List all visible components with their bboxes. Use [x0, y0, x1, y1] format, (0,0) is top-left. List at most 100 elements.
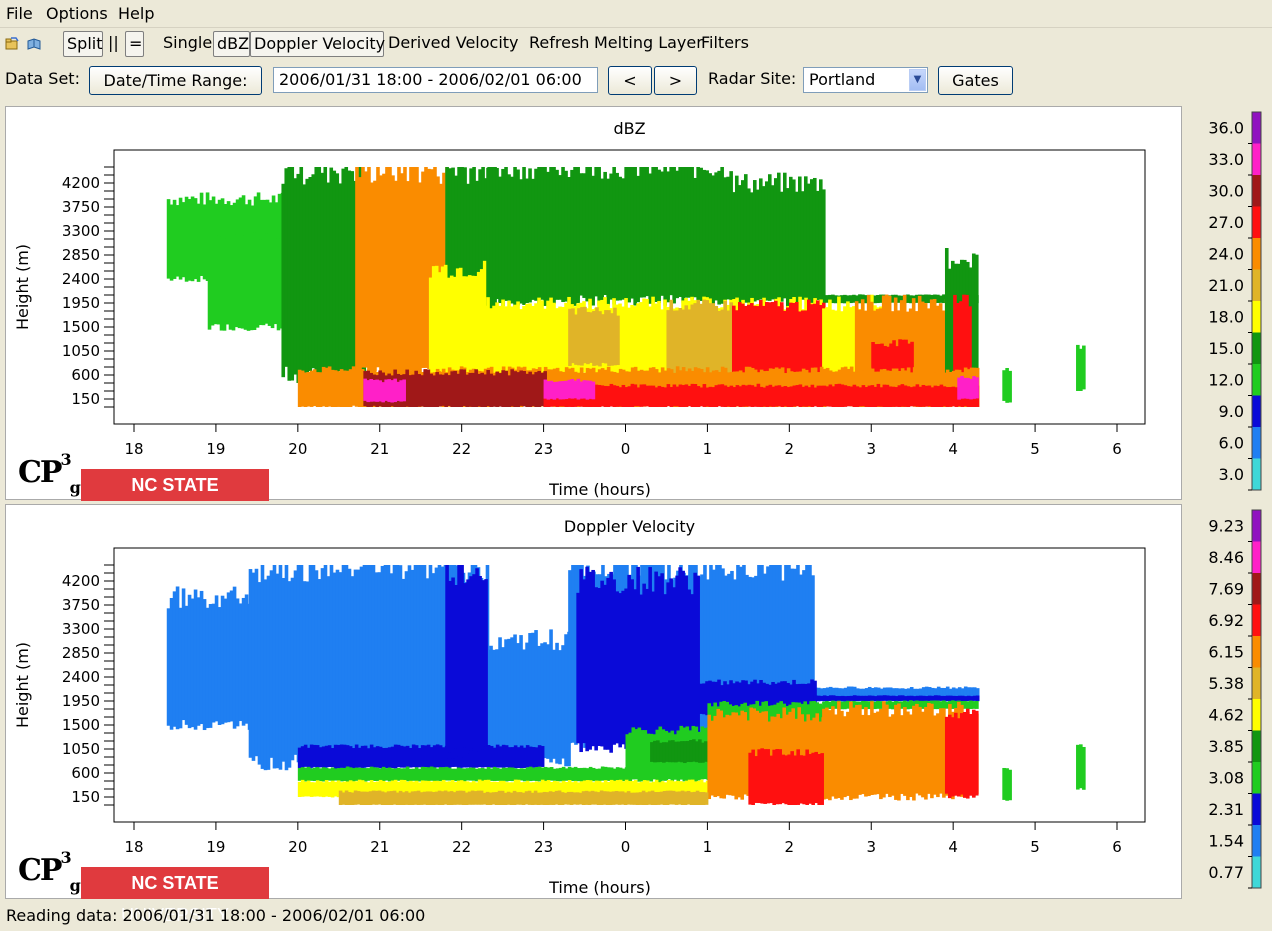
- heatmap-cell: [897, 295, 901, 303]
- next-button[interactable]: >: [654, 66, 697, 95]
- heatmap-cell: [803, 310, 808, 377]
- heatmap-cell: [354, 369, 359, 407]
- split-button[interactable]: Split: [63, 31, 103, 57]
- date-time-range-button[interactable]: Date/Time Range:: [89, 66, 262, 95]
- heatmap-cell: [696, 575, 700, 745]
- cpg-logo: CP3g: [18, 450, 81, 497]
- derived-velocity-button[interactable]: Derived Velocity: [388, 33, 519, 52]
- doppler-chart[interactable]: Doppler Velocity420037503300285024001950…: [6, 505, 1181, 898]
- heatmap-cell: [549, 167, 553, 301]
- heatmap-cell: [858, 704, 862, 795]
- heatmap-cell: [782, 172, 787, 299]
- heatmap-cell: [297, 767, 302, 781]
- heatmap-cell: [567, 379, 572, 399]
- doppler-velocity-button[interactable]: Doppler Velocity: [250, 31, 385, 57]
- heatmap-cell: [840, 710, 844, 800]
- heatmap-cell: [677, 741, 681, 762]
- heatmap-cell: [385, 167, 389, 374]
- heatmap-cell: [725, 714, 730, 795]
- gates-button[interactable]: Gates: [938, 66, 1013, 95]
- menu-options[interactable]: Options: [46, 4, 108, 23]
- heatmap-cell: [519, 745, 524, 769]
- heatmap-cell: [975, 688, 980, 702]
- heatmap-cell: [912, 696, 917, 701]
- dataset-bar: Data Set: Date/Time Range: 2006/01/31 18…: [0, 62, 1272, 100]
- heatmap-cell: [852, 306, 856, 396]
- heatmap-cell: [626, 791, 631, 805]
- heatmap-cell: [921, 384, 926, 407]
- heatmap-cell: [597, 384, 602, 407]
- heatmap-cell: [615, 385, 620, 407]
- heatmap-cell: [811, 575, 815, 743]
- heatmap-cell: [759, 679, 763, 714]
- y-tick-label: 1500: [62, 318, 100, 336]
- chevron-down-icon[interactable]: ▼: [909, 69, 926, 91]
- radar-site-select[interactable]: Portland ▼: [803, 67, 928, 93]
- menu-file[interactable]: File: [6, 4, 33, 23]
- heatmap-cell: [888, 687, 893, 701]
- heatmap-cell: [477, 373, 481, 407]
- heatmap-cell: [531, 782, 536, 798]
- heatmap-cell: [287, 581, 292, 768]
- heatmap-cell: [594, 384, 599, 407]
- menu-help[interactable]: Help: [118, 4, 155, 23]
- heatmap-cell: [381, 748, 386, 768]
- heatmap-cell: [710, 720, 715, 796]
- heatmap-cell: [849, 386, 854, 407]
- heatmap-cell: [366, 380, 370, 403]
- book-icon[interactable]: [27, 37, 41, 51]
- heatmap-cell: [312, 744, 317, 767]
- heatmap-cell: [897, 385, 902, 407]
- previous-button[interactable]: <: [608, 66, 652, 95]
- heatmap-cell: [402, 768, 407, 781]
- dbz-button[interactable]: dBZ: [213, 31, 250, 57]
- filters-button[interactable]: Filters: [701, 33, 749, 52]
- heatmap-cell: [882, 687, 887, 701]
- heatmap-cell: [684, 167, 688, 298]
- heatmap-cell: [445, 167, 449, 361]
- heatmap-cell: [701, 742, 705, 763]
- dbz-chart[interactable]: dBZ4200375033002850240019501500105060015…: [6, 107, 1181, 499]
- date-time-range-field[interactable]: 2006/01/31 18:00 - 2006/02/01 06:00: [273, 67, 598, 93]
- heatmap-cell: [696, 780, 701, 797]
- heatmap-cell: [953, 294, 957, 402]
- heatmap-cell: [372, 379, 376, 402]
- heatmap-cell: [818, 304, 823, 373]
- heatmap-cell: [461, 790, 466, 805]
- heatmap-cell: [205, 607, 210, 729]
- heatmap-cell: [471, 747, 476, 768]
- heatmap-cell: [906, 294, 910, 303]
- heatmap-cell: [621, 768, 626, 782]
- heatmap-cell: [272, 565, 277, 769]
- refresh-button[interactable]: Refresh: [529, 33, 590, 52]
- heatmap-cell: [481, 580, 485, 750]
- y-axis-label: Height (m): [13, 642, 32, 728]
- legend-label: 9.23: [1208, 517, 1244, 536]
- heatmap-cell: [579, 569, 583, 753]
- heatmap-cell: [834, 310, 838, 399]
- heatmap-cell: [621, 306, 625, 376]
- heatmap-cell: [461, 276, 466, 377]
- heatmap-cell: [723, 177, 727, 304]
- heatmap-cell: [831, 700, 835, 710]
- vertical-layout-button[interactable]: ||: [108, 33, 119, 52]
- legend-swatch: [1252, 332, 1261, 365]
- single-button[interactable]: Single: [163, 33, 213, 52]
- heatmap-cell: [475, 568, 479, 752]
- heatmap-cell: [933, 294, 937, 304]
- heatmap-cell: [675, 170, 679, 299]
- heatmap-cell: [525, 178, 529, 304]
- open-folder-icon[interactable]: [5, 37, 19, 51]
- heatmap-cell: [587, 791, 592, 805]
- horizontal-layout-button[interactable]: =: [125, 31, 144, 57]
- heatmap-cell: [909, 387, 914, 407]
- melting-layer-button[interactable]: Melting Layer: [594, 33, 703, 52]
- heatmap-cell: [336, 780, 341, 798]
- heatmap-cell: [950, 717, 955, 797]
- heatmap-cell: [606, 577, 610, 750]
- heatmap-cell: [498, 176, 502, 304]
- heatmap-cell: [513, 371, 517, 407]
- heatmap-cell: [597, 167, 601, 306]
- heatmap-cell: [456, 780, 461, 797]
- heatmap-cell: [368, 791, 373, 805]
